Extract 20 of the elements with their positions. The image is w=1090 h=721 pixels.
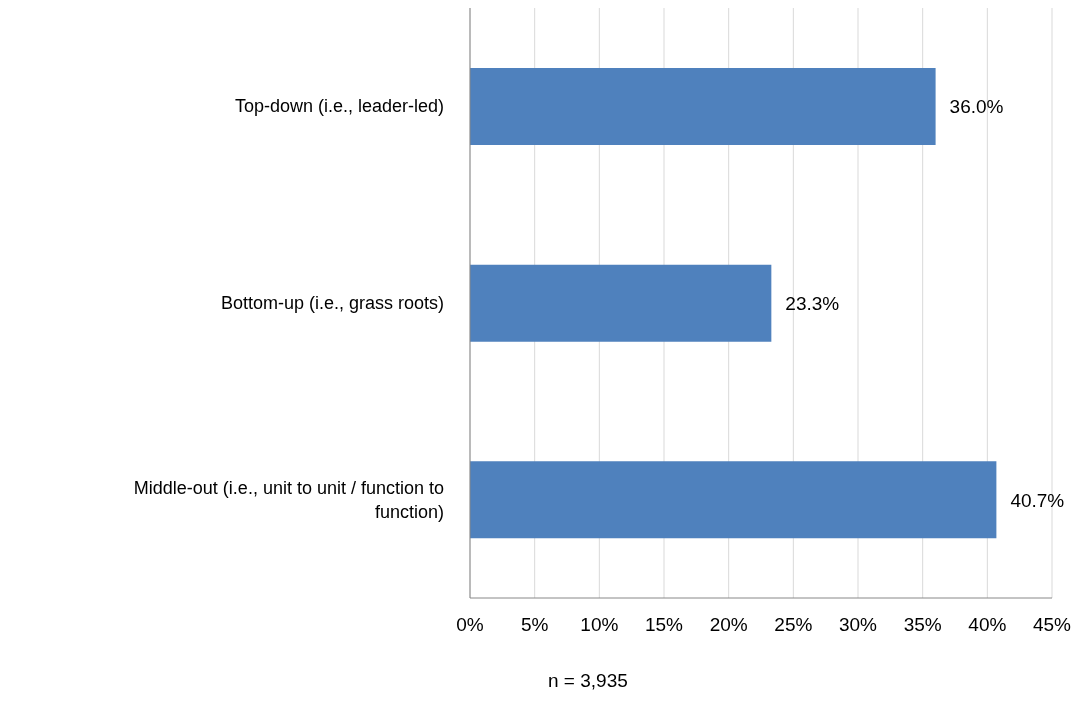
x-tick-label: 20% — [709, 614, 748, 636]
x-tick-label: 5% — [520, 614, 549, 636]
x-tick-label: 30% — [838, 614, 878, 636]
x-tick-label: 40% — [968, 614, 1007, 636]
data-label: 36.0% — [949, 96, 1004, 118]
y-tick-label: Top-down (i.e., leader-led) — [234, 96, 444, 117]
y-tick-label: Bottom-up (i.e., grass roots) — [220, 293, 444, 313]
x-tick-label: 45% — [1032, 614, 1072, 636]
data-label: 40.7% — [1010, 489, 1065, 511]
data-label: 23.3% — [785, 292, 840, 314]
bar — [470, 68, 936, 145]
x-tick-label: 35% — [903, 614, 942, 636]
text: n = 3,935 — [548, 670, 629, 692]
x-tick-label: 0% — [456, 614, 484, 636]
bar — [470, 461, 997, 539]
bar — [470, 264, 772, 342]
y-tick-label: Middle-out (i.e., unit to unit / function to function) — [133, 477, 444, 522]
x-tick-label: 10% — [580, 614, 619, 636]
x-tick-label: 15% — [644, 614, 684, 636]
x-tick-label: 25% — [774, 614, 813, 636]
